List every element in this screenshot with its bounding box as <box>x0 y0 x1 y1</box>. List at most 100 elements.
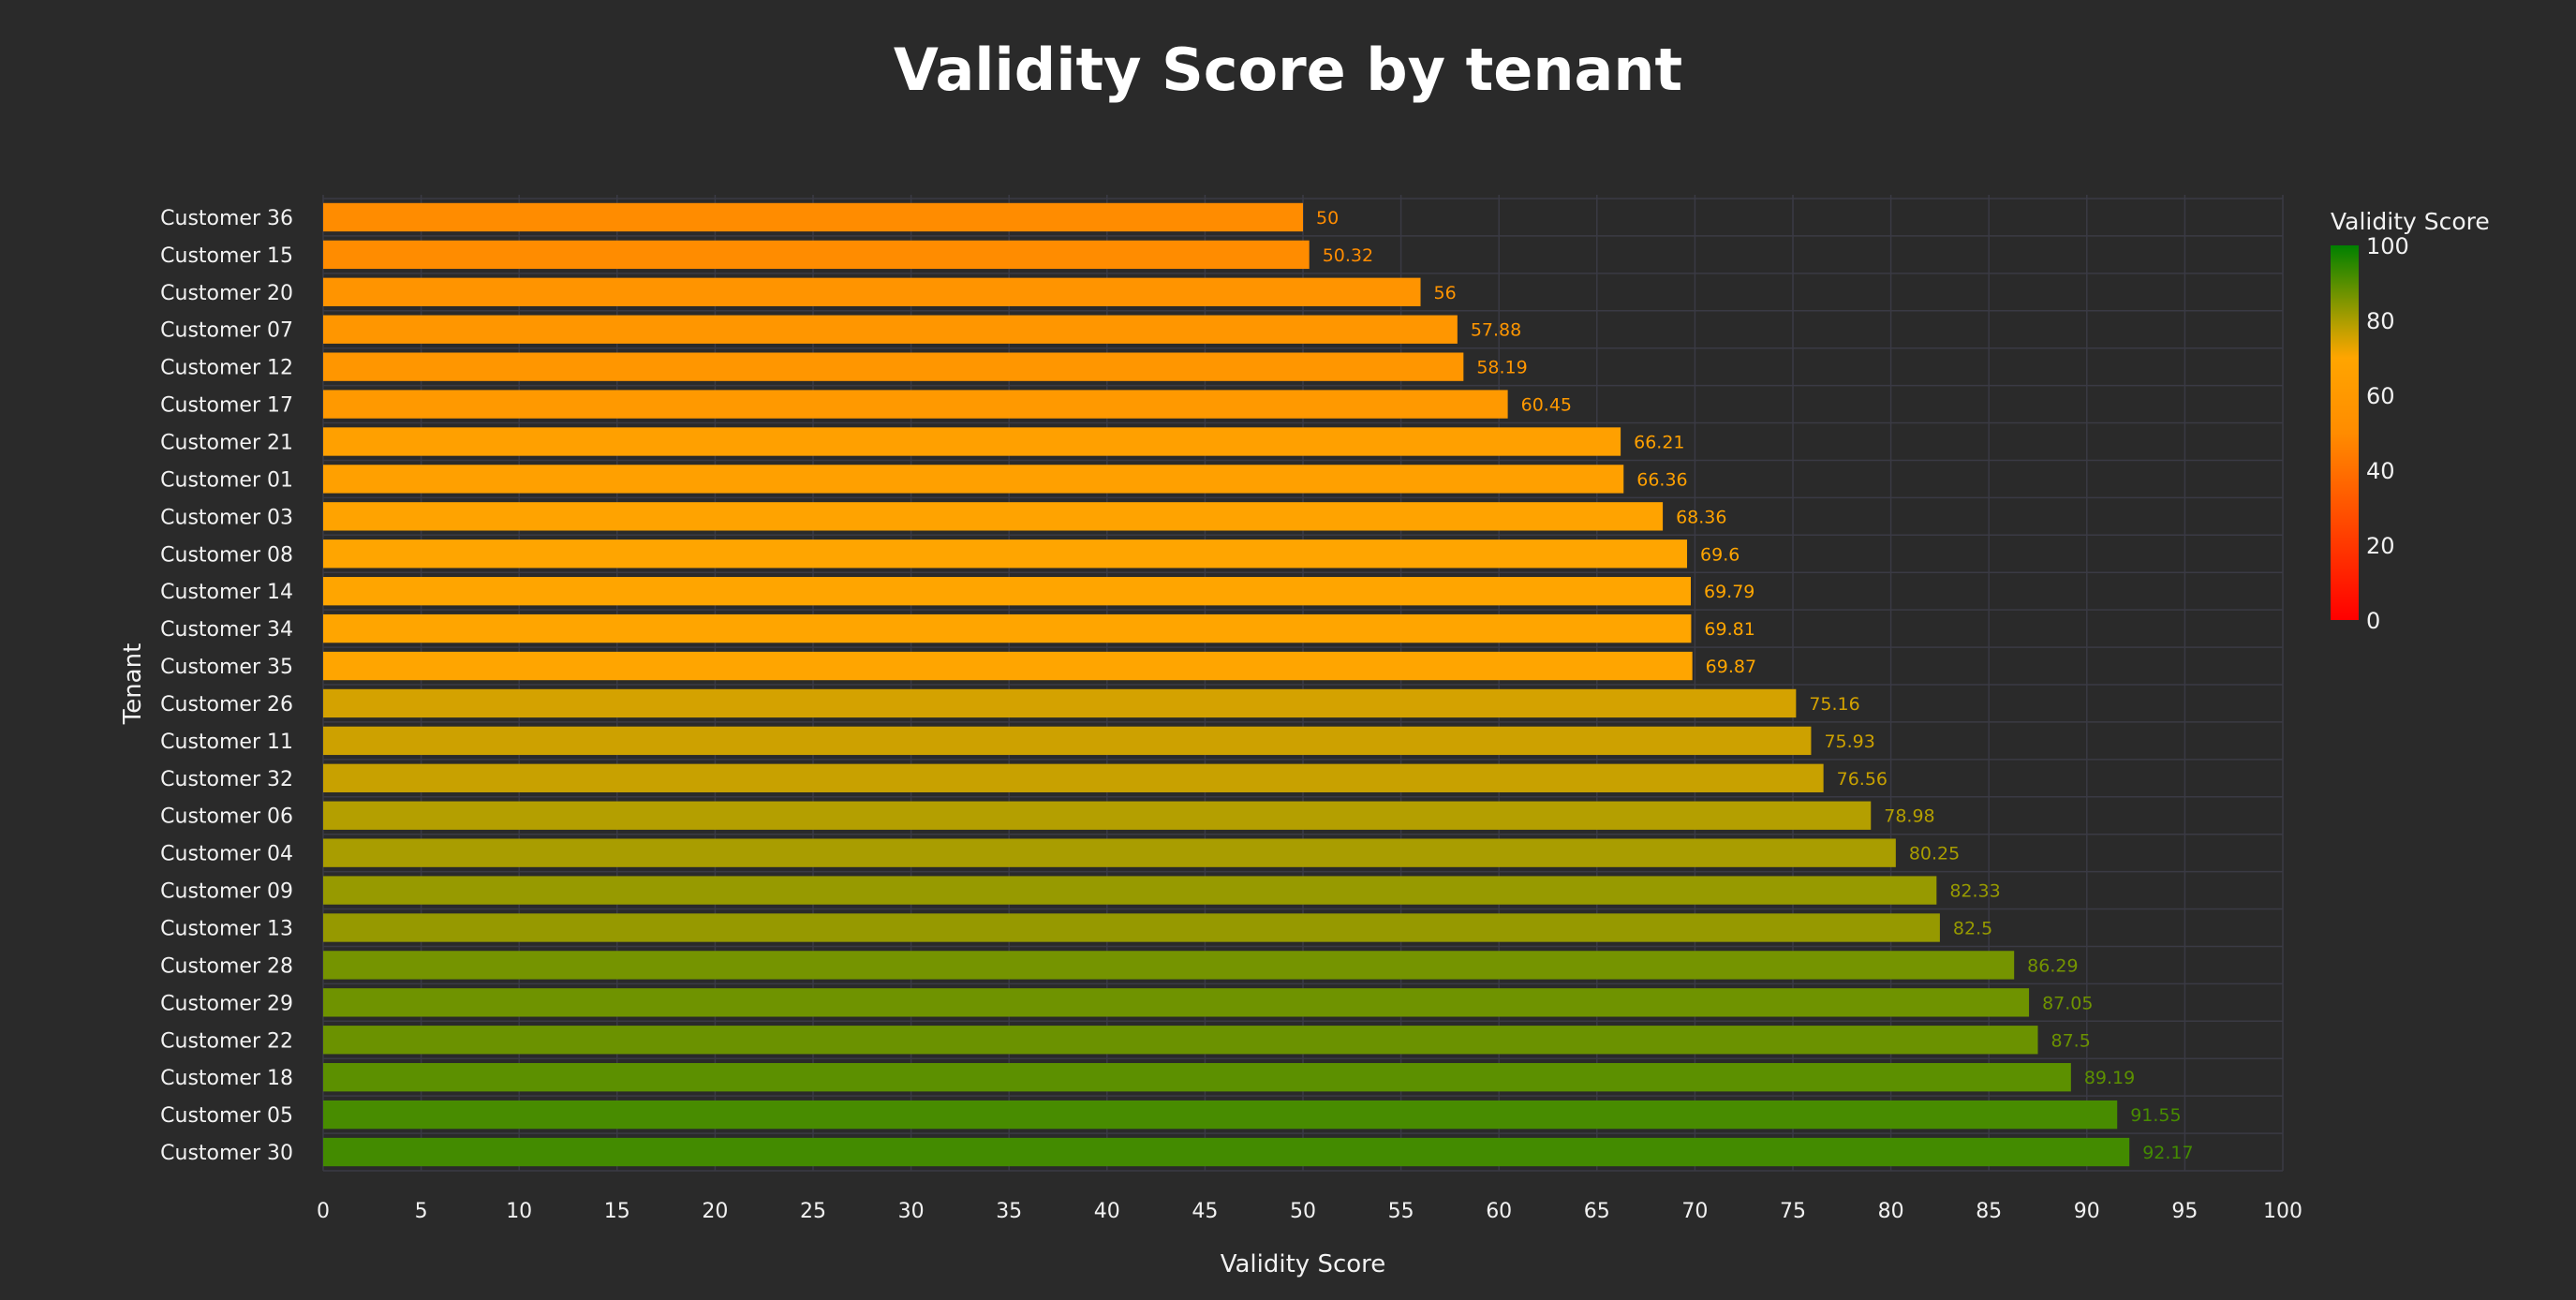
x-tick-label: 15 <box>604 1200 630 1223</box>
y-tick-label: Customer 13 <box>160 918 293 941</box>
y-tick-label: Customer 22 <box>160 1029 293 1053</box>
x-tick-label: 40 <box>1094 1200 1120 1223</box>
y-tick-label: Customer 36 <box>160 207 293 230</box>
bar-value-label: 69.87 <box>1706 657 1756 677</box>
x-tick-label: 85 <box>1976 1200 2002 1223</box>
bar <box>323 577 1692 606</box>
colorbar-title: Validity Score <box>2331 208 2490 235</box>
bar-value-label: 75.16 <box>1809 694 1859 715</box>
y-tick-label: Customer 18 <box>160 1067 293 1090</box>
bar-value-label: 68.36 <box>1676 507 1726 527</box>
y-tick-label: Customer 28 <box>160 954 293 978</box>
bar <box>323 1026 2038 1055</box>
y-tick-label: Customer 34 <box>160 618 293 642</box>
bar-value-label: 87.05 <box>2042 993 2093 1013</box>
colorbar-tick-label: 20 <box>2366 533 2395 559</box>
bar <box>323 801 1872 830</box>
y-tick-label: Customer 01 <box>160 468 293 492</box>
y-tick-label: Customer 20 <box>160 282 293 305</box>
bar <box>323 352 1464 381</box>
y-tick-label: Customer 15 <box>160 244 293 268</box>
bar <box>323 502 1664 531</box>
colorbar: Validity Score 0 20 40 60 80 100 <box>2331 208 2490 634</box>
y-tick-label: Customer 09 <box>160 880 293 904</box>
bar <box>323 651 1693 681</box>
bar <box>323 838 1896 867</box>
bar-value-label: 76.56 <box>1837 769 1888 790</box>
bar <box>323 465 1624 494</box>
bar <box>323 539 1688 569</box>
bar-value-label: 56 <box>1434 283 1457 303</box>
bar-value-label: 82.33 <box>1949 881 2000 902</box>
bar <box>323 240 1310 270</box>
bar-value-label: 92.17 <box>2142 1143 2193 1163</box>
x-tick-label: 0 <box>317 1200 330 1223</box>
bar <box>323 988 2030 1017</box>
y-tick-label: Customer 21 <box>160 432 293 455</box>
y-tick-label: Customer 08 <box>160 543 293 567</box>
bar-value-label: 78.98 <box>1884 806 1934 827</box>
bar <box>323 726 1812 756</box>
bar <box>323 427 1621 456</box>
x-tick-label: 75 <box>1780 1200 1806 1223</box>
x-tick-label: 80 <box>1878 1200 1904 1223</box>
y-tick-label: Customer 12 <box>160 357 293 380</box>
x-tick-label: 70 <box>1681 1200 1708 1223</box>
bar-value-label: 87.5 <box>2051 1030 2091 1051</box>
y-tick-label: Customer 14 <box>160 581 293 604</box>
bar <box>323 1063 2071 1092</box>
bar <box>323 1137 2130 1167</box>
colorbar-tick-label: 40 <box>2366 458 2395 484</box>
y-tick-label: Customer 03 <box>160 506 293 529</box>
y-tick-label: Customer 04 <box>160 843 293 866</box>
bar <box>323 913 1940 942</box>
bar-value-label: 69.79 <box>1704 582 1754 602</box>
bar-value-label: 60.45 <box>1521 395 1572 416</box>
y-axis-labels: Customer 36 Customer 15 Customer 20 Custome… <box>160 207 293 1165</box>
colorbar-tick-label: 100 <box>2366 233 2409 259</box>
x-tick-label: 5 <box>415 1200 428 1223</box>
bar <box>323 763 1824 792</box>
bar-value-label: 58.19 <box>1476 358 1527 378</box>
colorbar-ticks: 0 20 40 60 80 100 <box>2366 233 2409 634</box>
bar <box>323 688 1797 718</box>
x-tick-label: 30 <box>898 1200 925 1223</box>
bar-value-label: 80.25 <box>1909 844 1960 864</box>
y-tick-label: Customer 30 <box>160 1142 293 1165</box>
x-axis-title: Validity Score <box>1221 1250 1386 1278</box>
bar-value-label: 66.21 <box>1634 433 1684 453</box>
x-tick-label: 55 <box>1388 1200 1414 1223</box>
bar-value-label: 66.36 <box>1636 469 1687 490</box>
x-tick-label: 100 <box>2263 1200 2302 1223</box>
bar <box>323 1100 2118 1130</box>
y-axis-title: Tenant <box>119 643 147 726</box>
colorbar-tick-label: 60 <box>2366 383 2395 409</box>
x-tick-label: 20 <box>702 1200 728 1223</box>
y-tick-label: Customer 11 <box>160 731 293 754</box>
bar <box>323 277 1421 306</box>
bar-value-label: 82.5 <box>1953 919 1992 939</box>
bar <box>323 613 1692 643</box>
x-tick-label: 25 <box>800 1200 826 1223</box>
bar <box>323 202 1303 232</box>
bar-value-label: 69.81 <box>1704 619 1754 640</box>
x-tick-label: 65 <box>1584 1200 1610 1223</box>
y-tick-label: Customer 06 <box>160 805 293 829</box>
bar <box>323 315 1458 344</box>
x-tick-label: 90 <box>2074 1200 2100 1223</box>
chart-title: Validity Score by tenant <box>894 36 1682 104</box>
x-tick-label: 95 <box>2171 1200 2198 1223</box>
bar <box>323 951 2015 980</box>
y-tick-label: Customer 32 <box>160 768 293 791</box>
x-tick-label: 50 <box>1290 1200 1316 1223</box>
colorbar-tick-label: 80 <box>2366 308 2395 334</box>
y-tick-label: Customer 26 <box>160 693 293 716</box>
colorbar-gradient <box>2331 245 2359 620</box>
y-tick-label: Customer 17 <box>160 394 293 418</box>
bar-value-label: 50 <box>1316 208 1339 229</box>
bar-value-label: 69.6 <box>1700 544 1740 565</box>
x-tick-label: 35 <box>996 1200 1022 1223</box>
x-tick-label: 10 <box>506 1200 532 1223</box>
bar-value-label: 50.32 <box>1323 245 1373 266</box>
